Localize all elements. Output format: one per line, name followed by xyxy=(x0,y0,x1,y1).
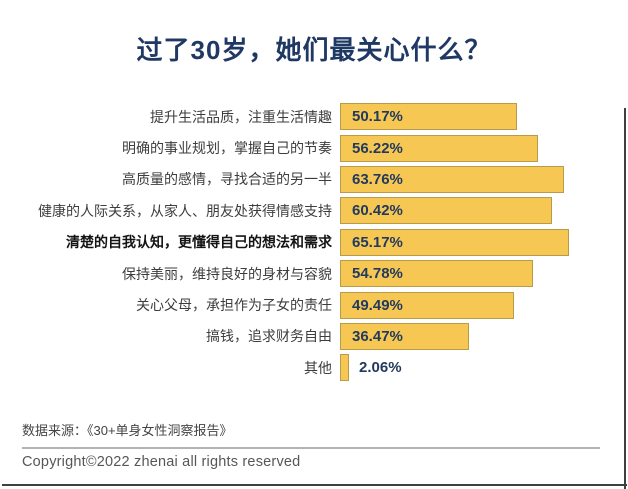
bar: 65.17% xyxy=(340,228,569,256)
chart-row: 提升生活品质，注重生活情趣 50.17% xyxy=(0,101,628,132)
category-label: 清楚的自我认知，更懂得自己的想法和需求 xyxy=(66,234,332,251)
category-label: 提升生活品质，注重生活情趣 xyxy=(150,108,332,125)
bar xyxy=(340,354,349,382)
bar-chart: 提升生活品质，注重生活情趣 50.17% 明确的事业规划，掌握自己的节奏 56.22%… xyxy=(0,101,628,384)
category-label: 其他 xyxy=(304,359,332,376)
bar-zone: 63.76% xyxy=(340,165,564,193)
bar: 63.76% xyxy=(340,165,564,193)
bar-zone: 65.17% xyxy=(340,228,569,256)
bar: 36.47% xyxy=(340,322,469,350)
bar-zone: 49.49% xyxy=(340,291,514,319)
data-source-note: 数据来源：《30+单身女性洞察报告》 xyxy=(22,423,233,438)
category-label: 明确的事业规划，掌握自己的节奏 xyxy=(122,140,332,157)
chart-row: 搞钱，追求财务自由 36.47% xyxy=(0,321,628,352)
bar: 54.78% xyxy=(340,260,533,288)
value-label: 63.76% xyxy=(352,170,403,188)
value-label: 50.17% xyxy=(352,108,403,126)
chart-row: 关心父母，承担作为子女的责任 49.49% xyxy=(0,289,628,320)
value-label: 2.06% xyxy=(359,359,402,377)
bar: 56.22% xyxy=(340,134,538,162)
bar: 49.49% xyxy=(340,291,514,319)
footer-divider xyxy=(22,447,600,449)
chart-row: 保持美丽，维持良好的身材与容貌 54.78% xyxy=(0,258,628,289)
chart-row: 高质量的感情，寻找合适的另一半 63.76% xyxy=(0,164,628,195)
chart-row: 其他 2.06% xyxy=(0,352,628,383)
value-label: 49.49% xyxy=(352,296,403,314)
value-label: 60.42% xyxy=(352,202,403,220)
chart-row: 清楚的自我认知，更懂得自己的想法和需求 65.17% xyxy=(0,227,628,258)
category-label: 关心父母，承担作为子女的责任 xyxy=(136,297,332,314)
bar-zone: 50.17% xyxy=(340,103,517,131)
bar-zone: 56.22% xyxy=(340,134,538,162)
bar-zone: 36.47% xyxy=(340,322,469,350)
value-label: 36.47% xyxy=(352,327,403,345)
page-title: 过了30岁，她们最关心什么？ xyxy=(136,35,492,65)
image-bottom-border xyxy=(2,484,627,486)
category-label: 搞钱，追求财务自由 xyxy=(206,328,332,345)
copyright-text: Copyright©2022 zhenai all rights reserve… xyxy=(22,454,301,470)
bar: 60.42% xyxy=(340,197,552,225)
chart-row: 明确的事业规划，掌握自己的节奏 56.22% xyxy=(0,132,628,163)
chart-row: 健康的人际关系，从家人、朋友处获得情感支持 60.42% xyxy=(0,195,628,226)
category-label: 高质量的感情，寻找合适的另一半 xyxy=(122,171,332,188)
value-label: 65.17% xyxy=(352,233,403,251)
value-label: 56.22% xyxy=(352,139,403,157)
category-label: 健康的人际关系，从家人、朋友处获得情感支持 xyxy=(38,202,332,219)
bar: 50.17% xyxy=(340,103,517,131)
bar-zone: 2.06% xyxy=(340,354,402,382)
category-label: 保持美丽，维持良好的身材与容貌 xyxy=(122,265,332,282)
image-right-border xyxy=(624,108,626,489)
bar-zone: 60.42% xyxy=(340,197,552,225)
value-label: 54.78% xyxy=(352,265,403,283)
bar-zone: 54.78% xyxy=(340,260,533,288)
